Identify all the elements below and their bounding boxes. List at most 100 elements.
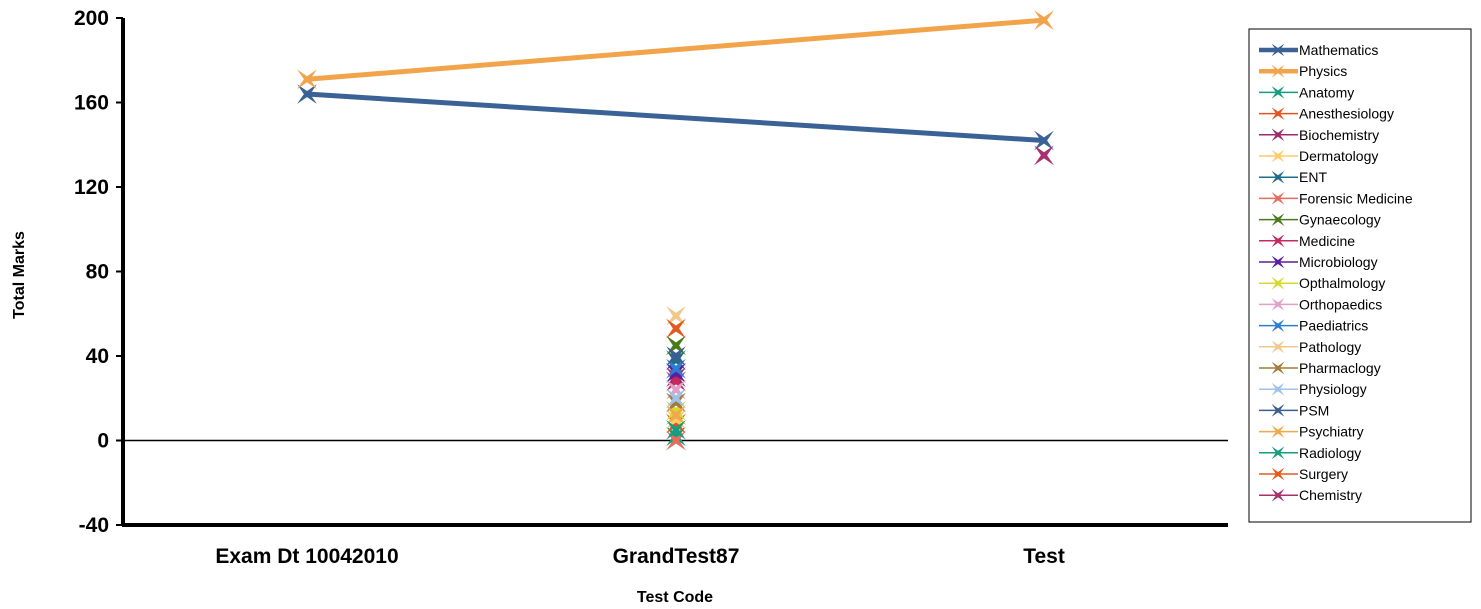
data-point — [1034, 10, 1054, 30]
legend-swatch-marker — [1271, 361, 1285, 375]
data-point — [666, 306, 686, 326]
legend-swatch-marker — [1271, 425, 1285, 438]
legend-label: Pharmaclogy — [1299, 360, 1381, 376]
y-tick-label: -40 — [79, 514, 109, 537]
series-line — [306, 91, 1045, 144]
legend-swatch-marker — [1271, 382, 1285, 396]
legend-swatch-marker — [1271, 488, 1285, 502]
legend-swatch-marker — [1271, 404, 1285, 417]
legend: Mathematics Physics Anatomy Anesthesiology B… — [1248, 28, 1472, 523]
legend-label: Microbiology — [1299, 254, 1378, 270]
legend-item: Psychiatry — [1259, 424, 1364, 440]
data-point — [666, 363, 686, 383]
series-physics — [297, 10, 1054, 90]
plot-area — [121, 10, 1228, 527]
data-point — [666, 346, 686, 366]
legend-label: Paediatrics — [1299, 318, 1368, 334]
legend-swatch-marker — [1271, 107, 1285, 120]
legend-item: Physics — [1259, 63, 1347, 79]
legend-item: Mathematics — [1259, 42, 1378, 58]
x-axis-ticks: Exam Dt 10042010 GrandTest87 Test — [215, 545, 1064, 568]
legend-swatch-marker — [1271, 213, 1285, 226]
series-anatomy — [666, 426, 686, 447]
legend-swatch-marker — [1271, 128, 1285, 142]
legend-item: Anesthesiology — [1259, 106, 1394, 122]
legend-item: Surgery — [1259, 466, 1348, 482]
legend-label: Surgery — [1299, 466, 1348, 482]
series-line — [306, 17, 1045, 82]
y-tick-label: 40 — [86, 345, 109, 368]
legend-box — [1248, 28, 1472, 523]
data-point — [666, 426, 686, 447]
legend-swatch-marker — [1271, 340, 1285, 354]
legend-label: Opthalmology — [1299, 275, 1385, 291]
series-mathematics — [297, 84, 1054, 151]
y-tick-label: 120 — [74, 176, 109, 199]
x-tick-label: GrandTest87 — [613, 545, 740, 568]
legend-item: Biochemistry — [1259, 127, 1379, 143]
data-point — [1034, 130, 1054, 151]
data-point — [297, 69, 317, 90]
legend-item: Dermatology — [1259, 148, 1378, 164]
data-point — [666, 420, 686, 440]
data-point — [666, 318, 686, 339]
x-tick-label: Exam Dt 10042010 — [215, 545, 398, 568]
legend-swatch-marker — [1271, 276, 1285, 290]
legend-item: Paediatrics — [1259, 318, 1368, 334]
legend-label: Physiology — [1299, 381, 1367, 397]
legend-swatch-marker — [1271, 446, 1285, 460]
legend-swatch-marker — [1271, 64, 1285, 78]
y-tick-label: 80 — [86, 261, 109, 284]
legend-label: Orthopaedics — [1299, 296, 1382, 312]
legend-item: Radiology — [1259, 445, 1361, 461]
legend-label: Anesthesiology — [1299, 106, 1394, 122]
series-paediatrics — [666, 358, 686, 379]
legend-item: Pharmaclogy — [1259, 360, 1381, 376]
legend-label: Anatomy — [1299, 84, 1354, 100]
series-radiology — [666, 420, 686, 440]
legend-swatch-marker — [1271, 170, 1285, 184]
data-point — [297, 84, 317, 104]
legend-item: Opthalmology — [1259, 275, 1385, 291]
legend-swatch-marker — [1271, 319, 1285, 332]
legend-label: Biochemistry — [1299, 127, 1379, 143]
legend-item: Medicine — [1259, 233, 1355, 249]
legend-label: Psychiatry — [1299, 424, 1364, 440]
legend-label: ENT — [1299, 169, 1327, 185]
y-tick-label: 200 — [74, 7, 109, 30]
y-tick-label: 160 — [74, 92, 109, 115]
series-psm — [666, 346, 686, 366]
legend-label: Radiology — [1299, 445, 1361, 461]
legend-item: Forensic Medicine — [1259, 190, 1413, 206]
series-physiology — [666, 388, 686, 409]
legend-label: Pathology — [1299, 339, 1361, 355]
series-psychiatry — [666, 405, 686, 425]
legend-item: Gynaecology — [1259, 212, 1381, 228]
legend-label: Chemistry — [1299, 487, 1362, 503]
legend-label: PSM — [1299, 402, 1329, 418]
legend-swatch-marker — [1271, 255, 1285, 269]
series-surgery — [666, 318, 686, 339]
data-point — [666, 405, 686, 425]
legend-label: Medicine — [1299, 233, 1355, 249]
x-tick-label: Test — [1023, 545, 1065, 568]
legend-swatch-marker — [1271, 43, 1285, 57]
data-point — [666, 388, 686, 409]
y-axis-title: Total Marks — [11, 231, 28, 319]
data-point — [666, 358, 686, 379]
y-tick-label: 0 — [97, 430, 109, 453]
data-point — [666, 335, 686, 356]
x-axis-title: Test Code — [637, 589, 713, 606]
series-microbiology — [666, 363, 686, 383]
legend-label: Forensic Medicine — [1299, 190, 1413, 206]
data-point — [666, 392, 686, 413]
series-gynaecology — [666, 335, 686, 356]
legend-label: Physics — [1299, 63, 1347, 79]
legend-item: Anatomy — [1259, 84, 1354, 100]
legend-swatch-marker — [1271, 467, 1285, 481]
legend-item: PSM — [1259, 402, 1329, 418]
legend-swatch-marker — [1271, 192, 1285, 205]
legend-label: Gynaecology — [1299, 212, 1381, 228]
legend-swatch-marker — [1271, 86, 1285, 99]
data-point — [1034, 145, 1054, 166]
